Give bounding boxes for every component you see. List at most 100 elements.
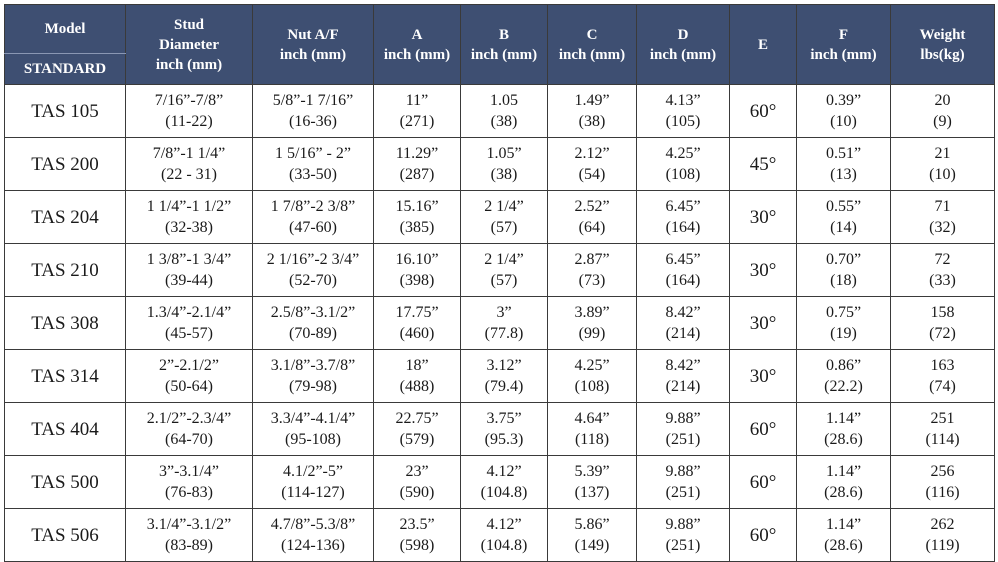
f-cell: 1.14” (28.6) [796, 402, 891, 456]
table-body: TAS 105 7/16”-7/8” (11-22) 5/8”-1 7/16” (16-… [4, 84, 995, 562]
weight-header: Weight lbs(kg) [890, 4, 995, 85]
f-cell: 1.14” (28.6) [796, 455, 891, 509]
table-row: TAS 105 7/16”-7/8” (11-22) 5/8”-1 7/16” (16-… [4, 84, 995, 138]
cell-line: (74) [929, 378, 956, 395]
model-cell: TAS 506 [4, 508, 126, 562]
cell-line: (77.8) [484, 325, 524, 342]
cell-line: 72 [934, 251, 951, 268]
header-line: lbs(kg) [920, 46, 965, 63]
cell-line: (64-70) [165, 431, 213, 448]
cell-line: 1.49” [574, 92, 610, 109]
cell-line: 7/8”-1 1/4” [152, 145, 226, 162]
a-cell: 18” (488) [373, 349, 461, 403]
a-cell: 17.75” (460) [373, 296, 461, 350]
cell-line: 4.25” [665, 145, 701, 162]
stud-cell: 3.1/4”-3.1/2” (83-89) [125, 508, 253, 562]
e-angle-cell: 60° [729, 455, 797, 509]
table-row: TAS 210 1 3/8”-1 3/4” (39-44) 2 1/16”-2 3/4… [4, 243, 995, 297]
cell-line: (83-89) [165, 537, 213, 554]
b-cell: 1.05 (38) [460, 84, 548, 138]
header-line: E [757, 36, 768, 53]
header-line: inch (mm) [155, 56, 223, 73]
cell-line: 3.75” [486, 410, 522, 427]
cell-line: 18” [405, 357, 429, 374]
cell-line: 5/8”-1 7/16” [272, 92, 354, 109]
cell-line: 1 3/8”-1 3/4” [146, 251, 232, 268]
nut-af-header: Nut A/F inch (mm) [252, 4, 374, 85]
d-cell: 9.88” (251) [636, 402, 730, 456]
model-cell: TAS 314 [4, 349, 126, 403]
cell-line: (214) [665, 325, 701, 342]
cell-line: 0.86” [825, 357, 862, 374]
header-line: Diameter [159, 36, 219, 53]
e-angle-cell: 45° [729, 137, 797, 191]
cell-line: 71 [934, 198, 951, 215]
cell-line: (590) [399, 484, 435, 501]
cell-line: (39-44) [165, 272, 213, 289]
c-cell: 5.39” (137) [547, 455, 637, 509]
f-cell: 1.14” (28.6) [796, 508, 891, 562]
cell-line: 2.12” [574, 145, 610, 162]
cell-line: 4.12” [486, 516, 522, 533]
cell-line: (76-83) [165, 484, 213, 501]
cell-line: 9.88” [665, 463, 701, 480]
model-cell: TAS 200 [4, 137, 126, 191]
cell-line: (99) [578, 325, 606, 342]
cell-line: (214) [665, 378, 701, 395]
stud-cell: 7/16”-7/8” (11-22) [125, 84, 253, 138]
cell-line: (95-108) [285, 431, 341, 448]
cell-line: (18) [830, 272, 857, 289]
nut-cell: 1 5/16” - 2” (33-50) [252, 137, 374, 191]
cell-line: 16.10” [395, 251, 439, 268]
cell-line: (16-36) [289, 113, 337, 130]
c-cell: 4.25” (108) [547, 349, 637, 403]
cell-line: (10) [929, 166, 956, 183]
cell-line: 23” [405, 463, 429, 480]
cell-line: (598) [399, 537, 435, 554]
e-angle-cell: 30° [729, 296, 797, 350]
weight-cell: 262 (119) [890, 508, 995, 562]
cell-line: 17.75” [395, 304, 439, 321]
cell-line: 3.12” [486, 357, 522, 374]
cell-line: (251) [665, 537, 701, 554]
nut-cell: 5/8”-1 7/16” (16-36) [252, 84, 374, 138]
cell-line: 5.39” [574, 463, 610, 480]
nut-cell: 4.7/8”-5.3/8” (124-136) [252, 508, 374, 562]
cell-line: (488) [399, 378, 435, 395]
standard-header: STANDARD [4, 53, 126, 85]
cell-line: (14) [830, 219, 857, 236]
stud-cell: 2.1/2”-2.3/4” (64-70) [125, 402, 253, 456]
cell-line: 0.55” [825, 198, 862, 215]
cell-line: (32) [929, 219, 956, 236]
d-cell: 8.42” (214) [636, 349, 730, 403]
c-cell: 5.86” (149) [547, 508, 637, 562]
f-cell: 0.51” (13) [796, 137, 891, 191]
cell-line: (137) [574, 484, 610, 501]
cell-line: (10) [830, 113, 857, 130]
model-cell: TAS 404 [4, 402, 126, 456]
e-header: E [729, 4, 797, 85]
stud-cell: 2”-2.1/2” (50-64) [125, 349, 253, 403]
cell-line: (22 - 31) [161, 166, 217, 183]
cell-line: 1.05 [490, 92, 518, 109]
c-header: C inch (mm) [547, 4, 637, 85]
cell-line: 21 [934, 145, 951, 162]
cell-line: (104.8) [480, 537, 528, 554]
b-cell: 4.12” (104.8) [460, 455, 548, 509]
e-angle-cell: 60° [729, 508, 797, 562]
table-row: TAS 314 2”-2.1/2” (50-64) 3.1/8”-3.7/8” (79-… [4, 349, 995, 403]
weight-cell: 251 (114) [890, 402, 995, 456]
b-header: B inch (mm) [460, 4, 548, 85]
c-cell: 3.89” (99) [547, 296, 637, 350]
nut-cell: 3.3/4”-4.1/4” (95-108) [252, 402, 374, 456]
b-cell: 1.05” (38) [460, 137, 548, 191]
weight-cell: 71 (32) [890, 190, 995, 244]
cell-line: 2”-2.1/2” [159, 357, 219, 374]
cell-line: (32-38) [165, 219, 213, 236]
e-angle-cell: 30° [729, 349, 797, 403]
d-cell: 6.45” (164) [636, 190, 730, 244]
header-line: inch (mm) [279, 46, 347, 63]
b-cell: 4.12” (104.8) [460, 508, 548, 562]
cell-line: 1 7/8”-2 3/8” [270, 198, 356, 215]
b-cell: 3” (77.8) [460, 296, 548, 350]
